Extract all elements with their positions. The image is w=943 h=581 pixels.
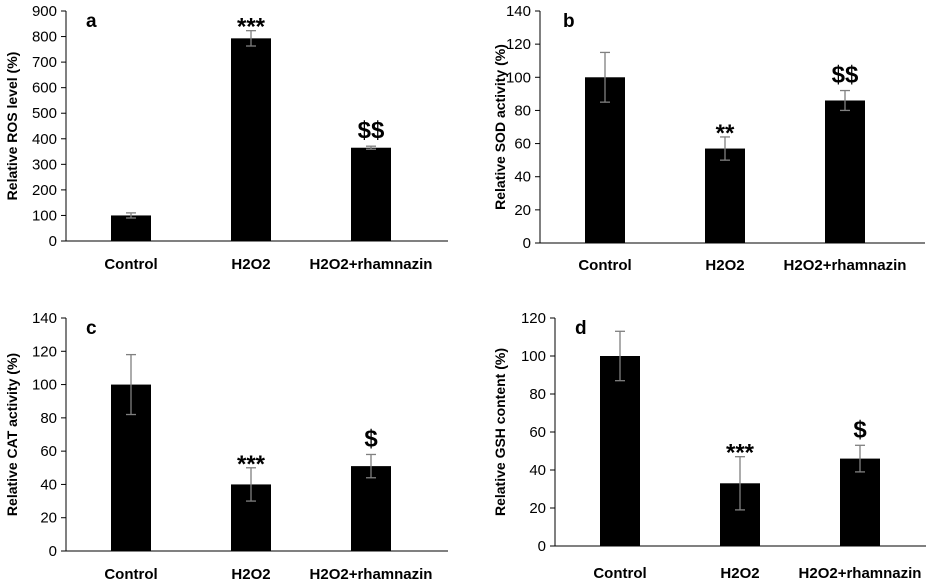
y-tick-label: 0 [523,235,531,252]
y-tick-label: 0 [49,233,57,250]
chart-panel-a: 0 100 200 300 400 500 600 700 800 900 Relative ROS… [4,3,448,273]
y-tick-label: 100 [32,377,57,394]
y-tick-label: 60 [529,424,546,441]
x-category-label: Control [593,565,646,581]
significance-label: *** [726,440,755,467]
y-tick-label: 100 [506,69,531,86]
panel-label: b [563,11,575,32]
y-tick-label: 120 [32,343,57,360]
y-tick-label: 400 [32,131,57,148]
significance-label: $$ [358,117,385,144]
y-tick-label: 140 [506,3,531,20]
bar [600,356,640,546]
y-tick-label: 60 [40,443,57,460]
y-tick-label: 100 [521,348,546,365]
y-tick-label: 80 [40,410,57,427]
y-tick-label: 60 [514,136,531,153]
x-category-label: H2O2+rhamnazin [310,566,433,581]
significance-label: $$ [832,62,859,89]
x-category-label: H2O2+rhamnazin [799,565,922,581]
y-tick-label: 120 [506,36,531,53]
x-category-label: Control [578,257,631,274]
bar [351,466,391,551]
bar [351,147,391,241]
y-tick-label: 300 [32,156,57,173]
y-tick-label: 900 [32,3,57,20]
panel-label: a [86,11,97,32]
significance-label: *** [237,14,266,41]
significance-label: $ [364,425,378,452]
x-category-label: H2O2 [720,565,759,581]
y-tick-label: 40 [514,169,531,186]
y-tick-label: 80 [529,386,546,403]
chart-panel-c: 0 20 40 60 80 100 120 140 Relative CAT activity … [4,310,448,581]
y-axis-label: Relative SOD activity (%) [492,44,508,210]
x-category-label: Control [104,566,157,581]
panel-label: c [86,318,97,339]
bar [705,148,745,243]
y-tick-label: 800 [32,29,57,46]
y-tick-label: 0 [49,543,57,560]
x-category-label: H2O2 [231,566,270,581]
y-tick-label: 20 [529,500,546,517]
bar [111,215,151,241]
y-axis-label: Relative ROS level (%) [4,52,20,201]
bar [585,77,625,244]
panel-label: d [575,318,587,339]
y-tick-label: 20 [514,202,531,219]
y-axis-label: Relative CAT activity (%) [4,353,20,516]
y-tick-label: 200 [32,182,57,199]
y-tick-label: 140 [32,310,57,327]
x-category-label: H2O2+rhamnazin [784,257,907,274]
significance-label: ** [716,120,735,147]
bar [825,100,865,243]
y-axis-label: Relative GSH content (%) [492,348,508,516]
x-category-label: H2O2+rhamnazin [310,256,433,273]
x-category-label: H2O2 [705,257,744,274]
bar [840,458,880,546]
y-tick-label: 40 [40,476,57,493]
significance-label: *** [237,451,266,478]
y-tick-label: 100 [32,207,57,224]
y-tick-label: 600 [32,80,57,97]
x-category-label: Control [104,256,157,273]
bar [231,38,271,241]
x-category-label: H2O2 [231,256,270,273]
y-tick-label: 500 [32,105,57,122]
y-tick-label: 700 [32,54,57,71]
chart-panel-d: 0 20 40 60 80 100 120 Relative GSH content (%) d… [492,310,926,581]
y-tick-label: 120 [521,310,546,327]
y-tick-label: 40 [529,462,546,479]
significance-label: $ [853,416,867,443]
y-tick-label: 0 [538,538,546,555]
chart-panel-b: 0 20 40 60 80 100 120 140 Relative SOD activity … [492,3,925,274]
y-tick-label: 20 [40,510,57,527]
y-tick-label: 80 [514,102,531,119]
